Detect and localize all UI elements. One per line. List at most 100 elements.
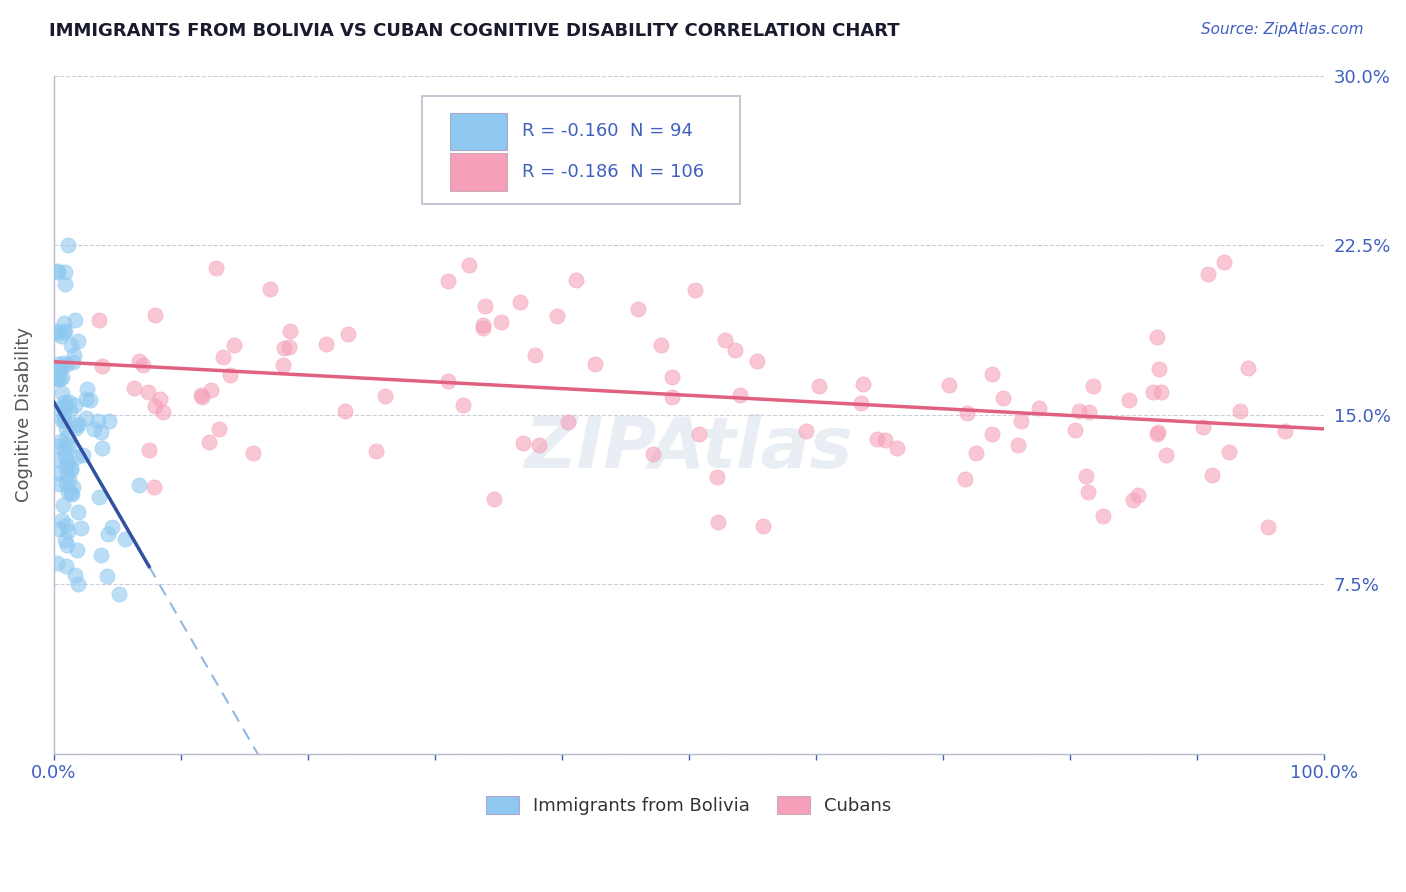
Point <box>59 404 82 418</box>
FancyBboxPatch shape <box>422 95 740 204</box>
Point <box>437 375 460 389</box>
Point <box>1192 419 1215 434</box>
Point <box>60 487 83 501</box>
Text: R = -0.160  N = 94: R = -0.160 N = 94 <box>523 122 693 140</box>
Point <box>1229 403 1251 417</box>
Point <box>66 504 89 518</box>
Point <box>627 301 650 316</box>
Point <box>65 450 87 465</box>
Point <box>315 337 337 351</box>
Point <box>491 315 513 329</box>
Point <box>55 277 77 291</box>
Y-axis label: Cognitive Disability: Cognitive Disability <box>15 327 32 502</box>
Point <box>55 420 77 434</box>
Point <box>46 556 69 570</box>
Point <box>259 282 281 296</box>
Point <box>852 377 875 392</box>
Legend: Immigrants from Bolivia, Cubans: Immigrants from Bolivia, Cubans <box>479 789 898 822</box>
Point <box>565 273 588 287</box>
Point <box>191 391 214 405</box>
Point <box>91 359 114 373</box>
Point <box>46 326 69 340</box>
Point <box>49 372 72 386</box>
Point <box>1150 384 1173 399</box>
FancyBboxPatch shape <box>450 153 508 191</box>
Point <box>53 316 76 330</box>
Point <box>90 441 112 455</box>
Point <box>190 388 212 402</box>
Point <box>76 392 98 407</box>
Point <box>65 398 87 412</box>
Point <box>706 470 728 484</box>
Point <box>1146 426 1168 441</box>
Point <box>51 370 73 384</box>
Point <box>46 357 69 371</box>
Point <box>67 417 90 432</box>
Point <box>49 361 72 376</box>
Point <box>1146 330 1168 344</box>
Point <box>1257 520 1279 534</box>
Point <box>707 515 730 529</box>
Point <box>46 401 69 416</box>
Point <box>55 436 77 450</box>
Point <box>1197 267 1219 281</box>
Text: Source: ZipAtlas.com: Source: ZipAtlas.com <box>1201 22 1364 37</box>
Point <box>128 354 150 368</box>
Point <box>1213 255 1236 269</box>
Point <box>1078 405 1101 419</box>
Point <box>808 379 831 393</box>
Point <box>45 324 67 338</box>
Point <box>53 409 76 424</box>
Point <box>63 313 86 327</box>
Point <box>58 238 80 252</box>
Point <box>90 548 112 562</box>
Point <box>866 433 889 447</box>
Point <box>527 438 550 452</box>
Point <box>458 258 481 272</box>
Point <box>1010 414 1032 428</box>
Point <box>46 439 69 453</box>
Point <box>65 418 87 433</box>
Point <box>484 491 506 506</box>
Point <box>523 347 546 361</box>
Point <box>55 458 77 473</box>
Point <box>471 321 494 335</box>
Point <box>1092 509 1115 524</box>
Point <box>1237 360 1260 375</box>
Point <box>132 358 155 372</box>
Point <box>55 477 77 491</box>
Point <box>46 371 69 385</box>
Point <box>46 264 69 278</box>
Point <box>875 433 897 447</box>
Point <box>56 467 79 481</box>
Point <box>143 480 166 494</box>
Point <box>374 388 396 402</box>
Point <box>242 446 264 460</box>
Point <box>204 260 226 275</box>
Point <box>53 450 76 464</box>
Point <box>1083 379 1105 393</box>
Point <box>1076 468 1098 483</box>
Point <box>333 404 356 418</box>
Point <box>51 385 73 400</box>
Point <box>143 308 166 322</box>
Point <box>965 446 987 460</box>
Point <box>1274 424 1296 438</box>
Point <box>661 391 683 405</box>
Point <box>48 477 70 491</box>
Point <box>62 355 84 369</box>
Point <box>51 513 73 527</box>
Point <box>62 348 84 362</box>
Point <box>59 461 82 475</box>
Point <box>128 478 150 492</box>
Point <box>75 410 97 425</box>
Point <box>849 396 872 410</box>
Point <box>546 310 568 324</box>
Point <box>53 533 76 548</box>
Point <box>794 425 817 439</box>
Point <box>512 435 534 450</box>
Point <box>751 518 773 533</box>
Point <box>728 387 751 401</box>
Point <box>277 340 299 354</box>
Point <box>271 358 294 372</box>
